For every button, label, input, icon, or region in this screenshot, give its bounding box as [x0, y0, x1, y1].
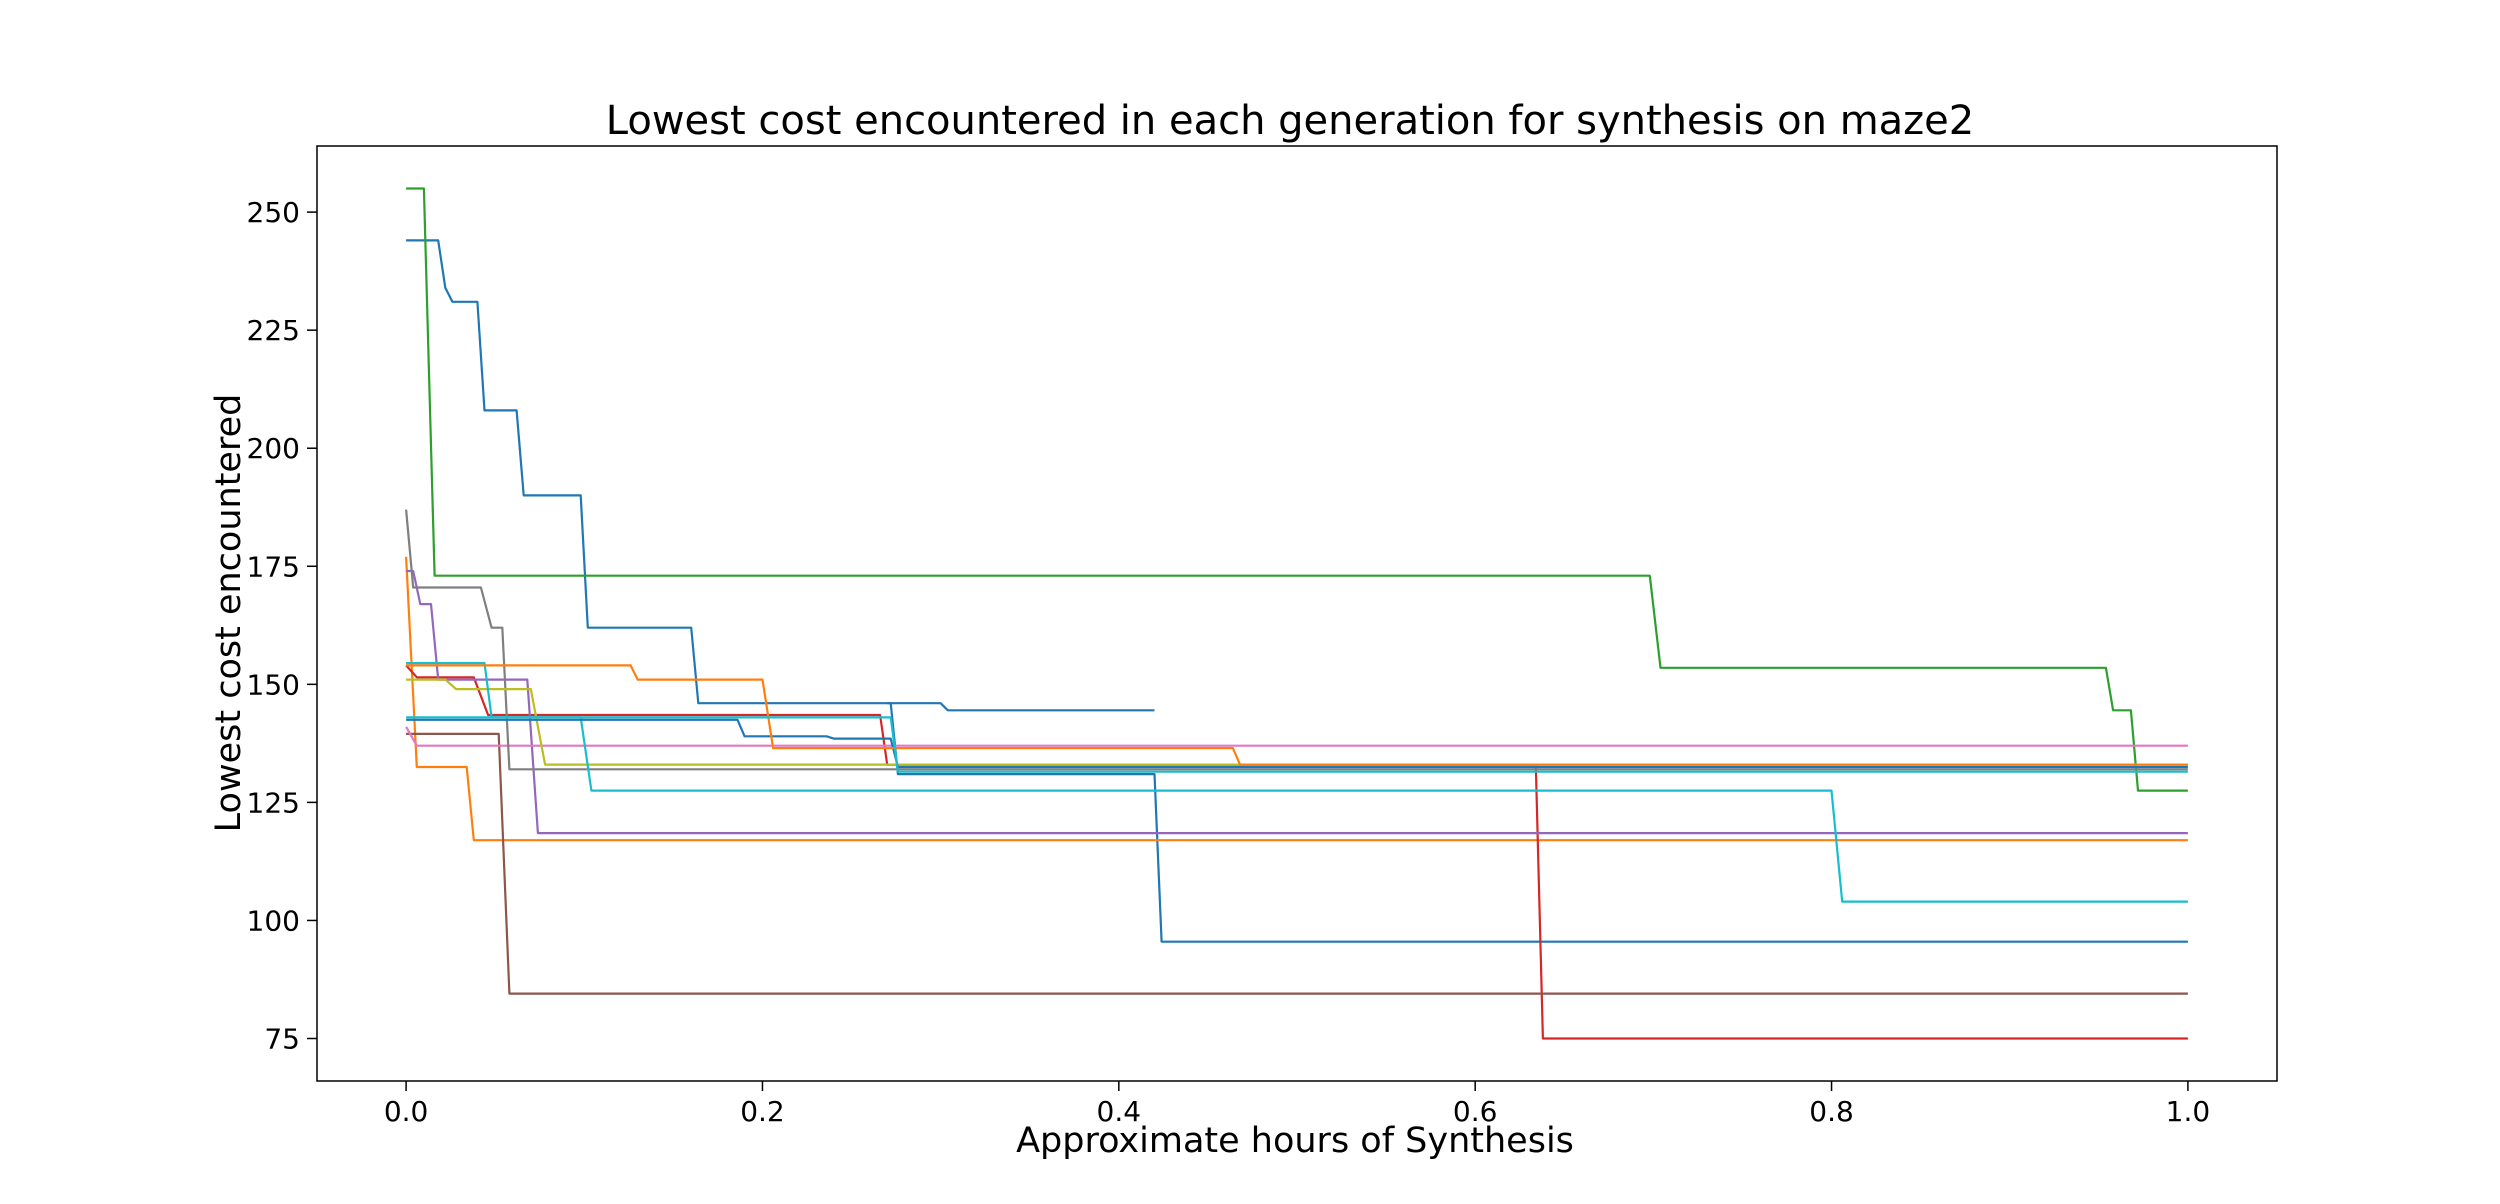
x-axis-ticks: 0.0 0.2 0.4 0.6 0.8 1.0	[384, 1081, 2210, 1128]
series-line-7	[405, 726, 2188, 747]
series-line-4	[405, 664, 2188, 1040]
x-tick-label: 0.0	[384, 1095, 429, 1128]
y-tick-label: 225	[247, 314, 300, 347]
y-axis-ticks: 75 100 125 150 175 200 225 250	[247, 196, 317, 1056]
series-line-2	[405, 556, 2188, 842]
series-line-3	[406, 187, 2188, 792]
plot-area	[405, 187, 2188, 1040]
y-tick-label: 125	[247, 786, 300, 819]
series-line-13	[406, 716, 2188, 773]
y-tick-label: 100	[247, 904, 300, 937]
x-tick-label: 0.6	[1453, 1095, 1498, 1128]
y-tick-label: 75	[264, 1023, 300, 1056]
y-axis-label: Lowest cost encountered	[209, 394, 249, 833]
series-line-9	[406, 678, 2188, 766]
y-tick-label: 150	[247, 668, 300, 701]
series-line-8	[405, 509, 2188, 771]
axes-frame	[316, 145, 2278, 1082]
y-tick-label: 175	[247, 550, 300, 583]
x-tick-label: 0.2	[740, 1095, 785, 1128]
x-tick-label: 0.8	[1809, 1095, 1854, 1128]
series-line-14	[887, 702, 1155, 712]
series-line-6	[406, 732, 2188, 995]
x-tick-label: 1.0	[2166, 1095, 2211, 1128]
series-line-12	[406, 664, 2188, 766]
chart-title: Lowest cost encountered in each generati…	[606, 98, 1974, 144]
x-tick-label: 0.4	[1097, 1095, 1142, 1128]
x-axis-label: Approximate hours of Synthesis	[1016, 1121, 1574, 1161]
series-line-5	[406, 569, 2188, 835]
series-line-10	[406, 662, 2188, 903]
series-line-1	[406, 239, 2188, 943]
y-tick-label: 250	[247, 196, 300, 229]
y-tick-label: 200	[247, 432, 300, 465]
